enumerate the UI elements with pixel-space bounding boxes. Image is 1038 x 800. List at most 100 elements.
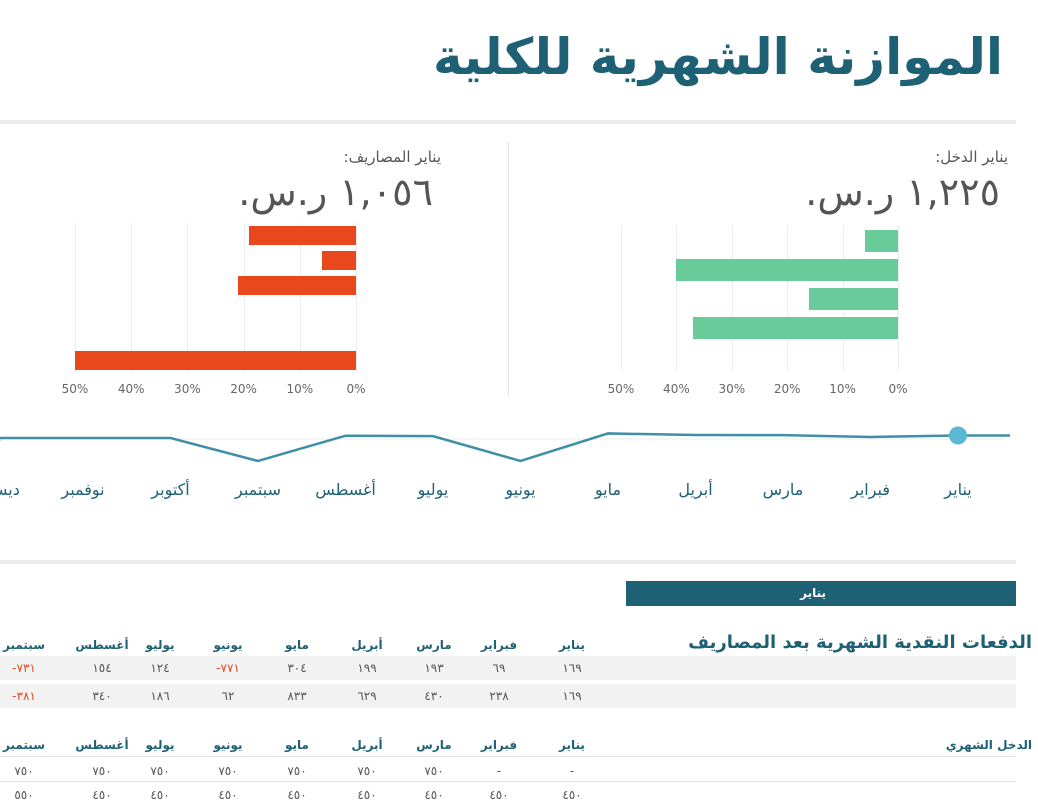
income_table-column-header: أبريل [351,738,383,752]
income-table-title: الدخل الشهري [945,738,1032,752]
income_table-cell: ٧٥٠ [357,764,377,778]
selected-month-tab[interactable]: يناير [800,586,826,600]
income_table-column-header: فبراير [480,738,518,752]
month-label[interactable]: سبتمبر [235,480,281,499]
income-gridline [898,226,899,371]
expenses-label: يناير المصاريف: [343,148,441,166]
income_table-header-line [0,756,1016,757]
income-gridline [621,226,622,371]
income_table-cell: ٤٥٠ [424,788,444,800]
month-label[interactable]: أكتوبر [151,480,190,499]
income_table-column-header: سبتمبر [2,738,46,752]
expenses-axis-tick: 40% [117,382,145,396]
month-label[interactable]: فبراير [850,480,891,499]
cashflow-cell: -٧٧١ [216,661,240,675]
income-total: ١,٢٢٥ ر.س. [805,170,1000,214]
income_table-cell: ٤٥٠ [92,788,112,800]
income_table-cell: - [569,764,575,778]
income_table-cell: ٧٥٠ [14,764,34,778]
cashflow-row-bg [0,684,1016,708]
month-label[interactable]: مايو [594,480,622,499]
expenses-gridline [356,223,357,373]
income-axis-tick: 0% [888,382,908,396]
cashflow-cell: ١٩٩ [357,661,377,675]
cashflow-column-header: سبتمبر [2,638,46,652]
income-bar [864,229,898,252]
income-axis-tick: 10% [829,382,856,396]
cashflow-column-header: يونيو [213,638,243,652]
month-label[interactable]: أغسطس [315,480,376,499]
income_table-column-header: يوليو [145,738,175,752]
month-label[interactable]: يونيو [505,480,536,499]
section-divider [508,142,509,395]
month-label[interactable]: يناير [944,480,972,499]
cashflow-cell: ١٥٤ [92,661,112,675]
cashflow-cell: ٦٢٩ [357,689,377,703]
income_table-cell: ٧٥٠ [92,764,112,778]
income_table-cell: ٤٥٠ [489,788,509,800]
month-label[interactable]: أبريل [678,480,713,499]
cashflow-cell: ٣٠٤ [287,661,307,675]
income_table-cell: ٧٥٠ [287,764,307,778]
timeline-selected-point[interactable] [949,426,967,445]
cashflow-cell: ٦٩ [492,661,506,675]
cashflow-column-header: أبريل [351,638,383,652]
income_table-column-header: أغسطس [75,738,129,752]
cashflow-column-header: مارس [416,638,452,652]
month-label[interactable]: مارس [762,480,804,499]
income_table-cell: ٧٥٠ [150,764,170,778]
cashflow-column-header: مايو [285,638,309,652]
expenses-axis-tick: 0% [346,382,366,396]
monthly-timeline-chart[interactable] [0,415,1016,475]
cashflow-row-bg [0,656,1016,680]
cashflow-cell: ٨٣٣ [287,689,307,703]
month-label[interactable]: نوفمبر [61,480,105,499]
cashflow-cell: ١٢٤ [150,661,170,675]
income_table-cell: ٥٥٠ [14,788,34,800]
income-label: يناير الدخل: [935,148,1008,166]
cashflow-cell: ٣٤٠ [92,689,112,703]
income_table-cell: ٤٥٠ [218,788,238,800]
month-tab-bar[interactable]: يناير [626,581,1016,606]
expenses-axis-tick: 20% [230,382,257,396]
income_table-cell: ٤٥٠ [562,788,582,800]
income-gridline [676,226,678,371]
income_table-cell: ٤٥٠ [287,788,307,800]
cashflow-column-header: أغسطس [75,638,129,652]
income-axis-tick: 40% [663,382,690,396]
income_table-cell: ٧٥٠ [424,764,444,778]
income_table-row-line [0,781,1016,782]
expenses-bar [237,276,356,295]
page-title: الموازنة الشهرية للكلية [432,28,1003,86]
income_table-cell: - [496,764,502,778]
timeline-divider [0,560,1016,564]
expenses-gridline [187,223,189,373]
cashflow-cell: ٢٣٨ [489,689,509,703]
month-label[interactable]: يوليو [417,480,449,499]
income-axis-tick: 50% [607,382,635,396]
income-bar [809,287,898,310]
cashflow-column-header: يوليو [145,638,175,652]
cashflow-cell: ٤٣٠ [424,689,444,703]
cashflow-table-title: الدفعات النقدية الشهرية بعد المصاريف [688,632,1032,653]
cashflow-cell: ٦٢ [221,689,235,703]
income-bar [693,316,898,339]
cashflow-column-header: يناير [559,638,585,652]
expenses-gridline [243,223,245,373]
expenses-total: ١,٠٥٦ ر.س. [238,170,433,214]
expenses-gridline [299,223,301,373]
expenses-bar [249,226,356,245]
expenses-bar [75,351,356,370]
cashflow-column-header: فبراير [480,638,518,652]
expenses-bar [322,251,356,270]
income_table-column-header: مايو [285,738,309,752]
income-gridline [787,226,789,371]
month-label[interactable]: ديسمبر [0,480,20,499]
income_table-cell: ٤٥٠ [357,788,377,800]
expenses-axis-tick: 10% [286,382,314,396]
income_table-cell: ٤٥٠ [150,788,170,800]
cashflow-cell: ١٦٩ [562,661,582,675]
income_table-column-header: يناير [559,738,585,752]
expenses-gridline [75,223,76,373]
